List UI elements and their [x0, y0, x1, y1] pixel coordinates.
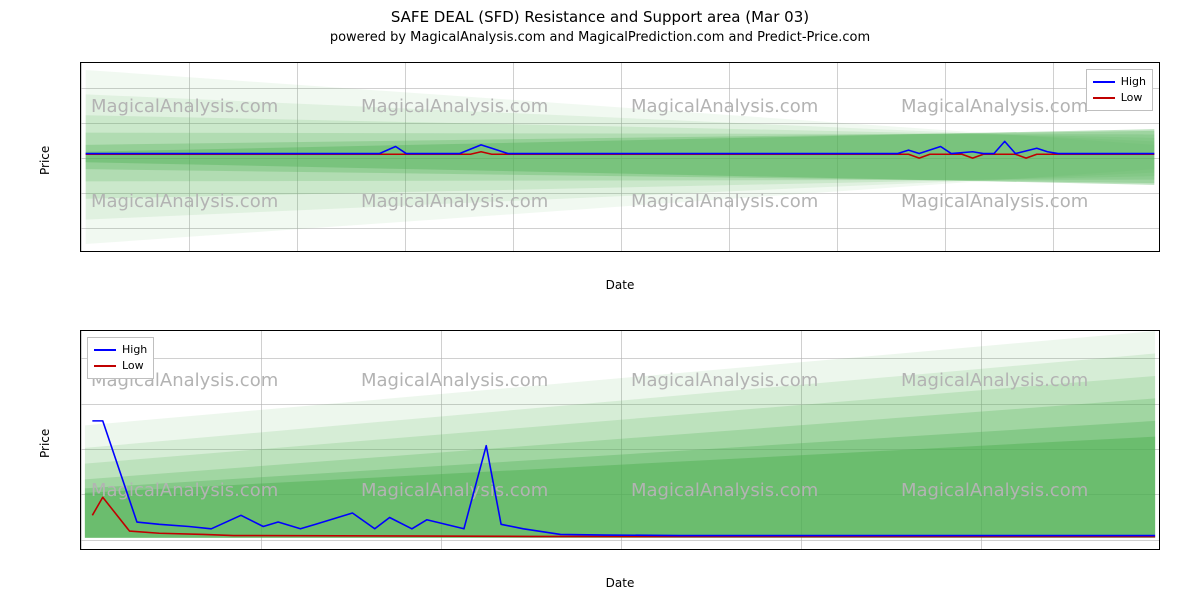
- chart-title: SAFE DEAL (SFD) Resistance and Support a…: [0, 8, 1200, 26]
- legend-label-low: Low: [122, 358, 144, 374]
- legend-swatch-low: [1093, 97, 1115, 99]
- legend-item-high: High: [1093, 74, 1146, 90]
- chart-subtitle: powered by MagicalAnalysis.com and Magic…: [0, 30, 1200, 45]
- top-chart-panel: MagicalAnalysis.comMagicalAnalysis.comMa…: [80, 62, 1160, 252]
- bottom-chart-panel: MagicalAnalysis.comMagicalAnalysis.comMa…: [80, 330, 1160, 550]
- bottom-legend: High Low: [87, 337, 154, 379]
- top-x-axis-label: Date: [80, 278, 1160, 292]
- top-legend: High Low: [1086, 69, 1153, 111]
- bottom-line-plot: [81, 331, 1159, 549]
- legend-item-high: High: [94, 342, 147, 358]
- bottom-y-axis-label: Price: [38, 429, 52, 458]
- legend-swatch-high: [94, 349, 116, 351]
- bottom-x-axis-label: Date: [80, 576, 1160, 590]
- page-root: { "title": "SAFE DEAL (SFD) Resistance a…: [0, 0, 1200, 600]
- legend-swatch-low: [94, 365, 116, 367]
- legend-item-low: Low: [1093, 90, 1146, 106]
- top-y-axis-label: Price: [38, 146, 52, 175]
- legend-label-high: High: [122, 342, 147, 358]
- legend-item-low: Low: [94, 358, 147, 374]
- legend-label-low: Low: [1121, 90, 1143, 106]
- legend-label-high: High: [1121, 74, 1146, 90]
- legend-swatch-high: [1093, 81, 1115, 83]
- top-line-plot: [81, 63, 1159, 251]
